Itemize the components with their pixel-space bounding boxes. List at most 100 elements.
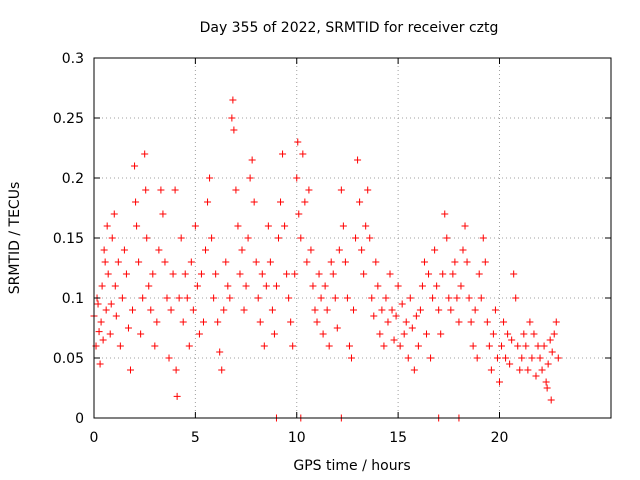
data-point (473, 354, 481, 362)
data-point (370, 312, 378, 320)
data-point (272, 282, 280, 290)
data-point (135, 258, 143, 266)
data-point (500, 318, 508, 326)
data-point (145, 282, 153, 290)
data-point (554, 354, 562, 362)
data-point (552, 318, 560, 326)
data-point (550, 330, 558, 338)
data-point (122, 270, 130, 278)
data-point (169, 270, 177, 278)
data-point (208, 234, 216, 242)
data-point (187, 258, 195, 266)
data-point (98, 282, 106, 290)
data-point (305, 186, 313, 194)
data-point (287, 318, 295, 326)
data-point (94, 300, 102, 308)
data-point (204, 198, 212, 206)
data-point (469, 342, 477, 350)
data-point (202, 246, 210, 254)
data-point (339, 222, 347, 230)
data-point (522, 342, 530, 350)
x-tick-label: 20 (491, 430, 509, 446)
data-point (396, 342, 404, 350)
data-point (366, 234, 374, 242)
data-point (350, 306, 358, 314)
data-point (95, 328, 103, 336)
data-point (400, 330, 408, 338)
x-tick-label: 15 (389, 430, 407, 446)
data-point (195, 330, 203, 338)
data-point (250, 198, 258, 206)
data-point (439, 270, 447, 278)
data-point (175, 294, 183, 302)
data-point (461, 222, 469, 230)
data-point (536, 354, 544, 362)
x-tick-label: 0 (90, 430, 99, 446)
data-point (111, 282, 119, 290)
data-point (518, 354, 526, 362)
data-point (230, 126, 238, 134)
data-point (118, 294, 126, 302)
data-point (343, 294, 351, 302)
data-point (356, 198, 364, 206)
data-point (197, 270, 205, 278)
data-point (303, 258, 311, 266)
data-point (299, 150, 307, 158)
data-point (313, 318, 321, 326)
data-point (433, 282, 441, 290)
data-point (378, 306, 386, 314)
data-point (224, 282, 232, 290)
data-point (347, 354, 355, 362)
data-point (149, 270, 157, 278)
data-point (266, 258, 274, 266)
data-point (491, 306, 499, 314)
y-tick-label: 0.3 (62, 51, 84, 67)
data-point (248, 156, 256, 164)
data-point (101, 258, 109, 266)
data-point (252, 258, 260, 266)
data-point (489, 330, 497, 338)
data-point (380, 342, 388, 350)
data-point (481, 258, 489, 266)
data-point (408, 324, 416, 332)
data-point (159, 210, 167, 218)
data-point (309, 282, 317, 290)
data-point (103, 222, 111, 230)
data-point (404, 354, 412, 362)
data-point (526, 318, 534, 326)
y-tick-label: 0.2 (62, 171, 84, 187)
data-point (467, 318, 475, 326)
data-point (141, 150, 149, 158)
data-point (538, 366, 546, 374)
data-point (294, 138, 302, 146)
data-point (443, 234, 451, 242)
data-point (143, 234, 151, 242)
data-point (423, 330, 431, 338)
data-point (451, 258, 459, 266)
data-point (540, 342, 548, 350)
y-tick-label: 0 (75, 411, 84, 427)
data-point (189, 306, 197, 314)
data-point (104, 270, 112, 278)
data-point (465, 294, 473, 302)
data-point (240, 306, 248, 314)
data-point (181, 270, 189, 278)
data-point (193, 282, 201, 290)
data-point (254, 294, 262, 302)
data-point (524, 366, 532, 374)
y-axis-label: SRMTID / TECUs (7, 182, 23, 295)
data-point (244, 234, 252, 242)
data-point (183, 294, 191, 302)
data-point (191, 222, 199, 230)
data-point (270, 330, 278, 338)
data-point (96, 360, 104, 368)
data-point (172, 366, 180, 374)
data-point (394, 282, 402, 290)
data-point (386, 270, 394, 278)
data-point (139, 294, 147, 302)
data-point (199, 318, 207, 326)
data-point (258, 270, 266, 278)
data-point (457, 282, 465, 290)
data-point (477, 294, 485, 302)
data-point (471, 306, 479, 314)
